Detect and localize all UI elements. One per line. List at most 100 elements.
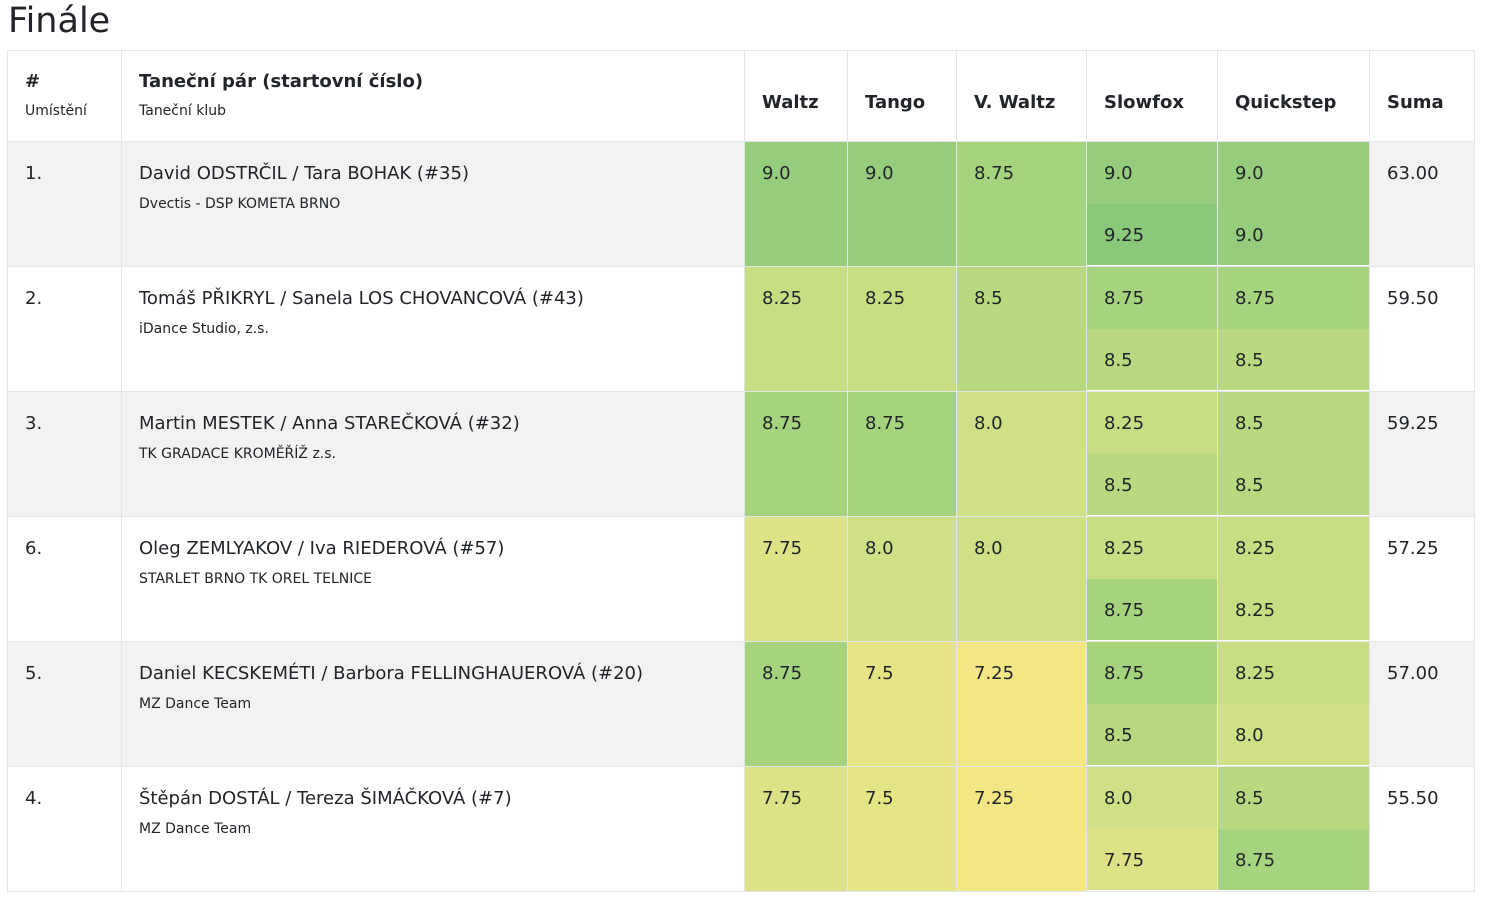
score-waltz: 8.25 [744, 266, 848, 392]
score-quickstep-rounds: 8.75 8.5 [1218, 267, 1369, 390]
header-sum: Suma [1369, 50, 1475, 142]
sum-cell: 59.50 [1369, 266, 1475, 392]
pair-club: Dvectis - DSP KOMETA BRNO [139, 196, 341, 212]
score-slowfox-round-1: 8.0 [1087, 767, 1217, 829]
pair-name: David ODSTRČIL / Tara BOHAK (#35) [139, 163, 469, 184]
rank-cell: 6. [7, 516, 122, 642]
header-waltz: Waltz [744, 50, 848, 142]
score-waltz: 8.75 [744, 641, 848, 767]
header-vwaltz: V. Waltz [956, 50, 1087, 142]
score-slowfox: 9.0 9.25 [1086, 141, 1218, 267]
results-table: # Umístění Taneční pár (startovní číslo)… [7, 50, 1475, 892]
score-slowfox-round-2: 8.5 [1087, 453, 1217, 515]
sum-cell: 63.00 [1369, 141, 1475, 267]
sum-cell: 59.25 [1369, 391, 1475, 517]
pair-cell: David ODSTRČIL / Tara BOHAK (#35) Dvectis… [121, 141, 745, 267]
score-quickstep: 8.5 8.75 [1217, 766, 1370, 892]
score-vwaltz: 8.0 [956, 391, 1087, 517]
pair-cell: Oleg ZEMLYAKOV / Iva RIEDEROVÁ (#57) STAR… [121, 516, 745, 642]
pair-club: TK GRADACE KROMĚŘÍŽ z.s. [139, 446, 336, 462]
score-slowfox: 8.25 8.75 [1086, 516, 1218, 642]
score-slowfox-round-2: 9.25 [1087, 203, 1217, 265]
score-tango: 9.0 [847, 141, 957, 267]
score-slowfox-round-1: 8.75 [1087, 642, 1217, 704]
score-vwaltz: 7.25 [956, 766, 1087, 892]
score-slowfox-rounds: 8.25 8.5 [1087, 392, 1217, 515]
score-slowfox-round-1: 8.25 [1087, 517, 1217, 579]
sum-cell: 55.50 [1369, 766, 1475, 892]
score-slowfox-round-1: 8.25 [1087, 392, 1217, 454]
sum-cell: 57.25 [1369, 516, 1475, 642]
score-vwaltz: 7.25 [956, 641, 1087, 767]
header-rank-label: # [25, 71, 41, 92]
header-pair-label: Taneční pár (startovní číslo) [139, 71, 424, 92]
page-title: Finále [8, 1, 111, 41]
pair-cell: Tomáš PŘIKRYL / Sanela LOS CHOVANCOVÁ (#… [121, 266, 745, 392]
rank-cell: 4. [7, 766, 122, 892]
score-quickstep-round-2: 8.5 [1218, 453, 1369, 515]
score-quickstep-round-1: 8.25 [1218, 517, 1369, 579]
header-pair: Taneční pár (startovní číslo) Taneční kl… [121, 50, 745, 142]
score-quickstep-rounds: 8.5 8.5 [1218, 392, 1369, 515]
header-slowfox: Slowfox [1086, 50, 1218, 142]
score-quickstep-round-1: 8.5 [1218, 767, 1369, 829]
score-slowfox-rounds: 8.0 7.75 [1087, 767, 1217, 890]
pair-club: MZ Dance Team [139, 821, 252, 837]
table-row: 4. Štěpán DOSTÁL / Tereza ŠIMÁČKOVÁ (#7) M… [7, 766, 1475, 892]
score-quickstep: 8.25 8.0 [1217, 641, 1370, 767]
score-quickstep: 9.0 9.0 [1217, 141, 1370, 267]
score-slowfox-round-2: 8.5 [1087, 328, 1217, 390]
score-slowfox-round-2: 7.75 [1087, 828, 1217, 890]
score-tango: 7.5 [847, 766, 957, 892]
pair-name: Martin MESTEK / Anna STAREČKOVÁ (#32) [139, 413, 520, 434]
pair-club: STARLET BRNO TK OREL TELNICE [139, 571, 373, 587]
rank-cell: 2. [7, 266, 122, 392]
table-body: 1. David ODSTRČIL / Tara BOHAK (#35) Dvect… [7, 141, 1475, 892]
score-waltz: 8.75 [744, 391, 848, 517]
score-quickstep-rounds: 8.25 8.0 [1218, 642, 1369, 765]
pair-name: Tomáš PŘIKRYL / Sanela LOS CHOVANCOVÁ (#… [139, 288, 584, 309]
score-quickstep-round-2: 9.0 [1218, 203, 1369, 265]
pair-club: MZ Dance Team [139, 696, 252, 712]
sum-cell: 57.00 [1369, 641, 1475, 767]
score-quickstep-round-1: 8.25 [1218, 642, 1369, 704]
score-slowfox: 8.0 7.75 [1086, 766, 1218, 892]
score-vwaltz: 8.5 [956, 266, 1087, 392]
score-quickstep-round-1: 9.0 [1218, 142, 1369, 204]
score-waltz: 7.75 [744, 516, 848, 642]
score-waltz: 7.75 [744, 766, 848, 892]
pair-name: Štěpán DOSTÁL / Tereza ŠIMÁČKOVÁ (#7) [139, 788, 512, 809]
header-quickstep: Quickstep [1217, 50, 1370, 142]
score-slowfox-round-1: 8.75 [1087, 267, 1217, 329]
table-row: 1. David ODSTRČIL / Tara BOHAK (#35) Dvect… [7, 141, 1475, 267]
pair-name: Oleg ZEMLYAKOV / Iva RIEDEROVÁ (#57) [139, 538, 505, 559]
score-slowfox: 8.75 8.5 [1086, 641, 1218, 767]
score-vwaltz: 8.75 [956, 141, 1087, 267]
pair-name: Daniel KECSKEMÉTI / Barbora FELLINGHAUER… [139, 663, 644, 684]
header-tango: Tango [847, 50, 957, 142]
score-quickstep-rounds: 8.25 8.25 [1218, 517, 1369, 640]
score-vwaltz: 8.0 [956, 516, 1087, 642]
table-row: 3. Martin MESTEK / Anna STAREČKOVÁ (#32) T… [7, 391, 1475, 517]
rank-cell: 1. [7, 141, 122, 267]
pair-cell: Martin MESTEK / Anna STAREČKOVÁ (#32) TK … [121, 391, 745, 517]
score-quickstep-round-2: 8.25 [1218, 578, 1369, 640]
score-tango: 8.75 [847, 391, 957, 517]
rank-cell: 3. [7, 391, 122, 517]
table-header: # Umístění Taneční pár (startovní číslo)… [7, 50, 1475, 142]
pair-cell: Štěpán DOSTÁL / Tereza ŠIMÁČKOVÁ (#7) MZ … [121, 766, 745, 892]
score-slowfox-round-2: 8.75 [1087, 578, 1217, 640]
header-rank-sublabel: Umístění [25, 103, 87, 119]
header-rank: # Umístění [7, 50, 122, 142]
score-slowfox-rounds: 9.0 9.25 [1087, 142, 1217, 265]
score-waltz: 9.0 [744, 141, 848, 267]
score-quickstep: 8.5 8.5 [1217, 391, 1370, 517]
score-quickstep-round-2: 8.5 [1218, 328, 1369, 390]
pair-cell: Daniel KECSKEMÉTI / Barbora FELLINGHAUER… [121, 641, 745, 767]
table-row: 6. Oleg ZEMLYAKOV / Iva RIEDEROVÁ (#57) ST… [7, 516, 1475, 642]
score-slowfox-rounds: 8.75 8.5 [1087, 642, 1217, 765]
score-slowfox-round-2: 8.5 [1087, 703, 1217, 765]
score-slowfox-round-1: 9.0 [1087, 142, 1217, 204]
score-quickstep-rounds: 8.5 8.75 [1218, 767, 1369, 890]
